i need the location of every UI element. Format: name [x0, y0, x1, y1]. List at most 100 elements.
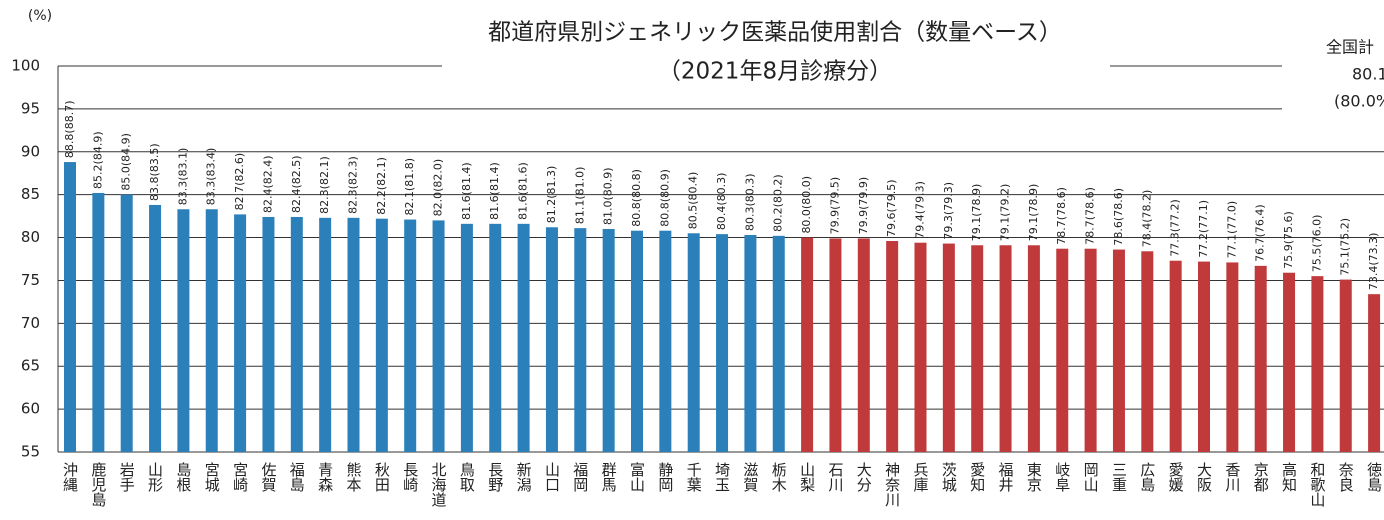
bar: [1169, 260, 1182, 452]
value-label: 78.7(78.6): [1055, 187, 1068, 245]
x-tick-label: 富山: [628, 461, 646, 492]
bar: [1283, 272, 1296, 452]
bar: [744, 234, 757, 452]
x-tick-label: 秋田: [373, 462, 391, 492]
value-label: 83.3(83.4): [205, 148, 218, 206]
y-tick-label: 65: [21, 357, 40, 375]
bar: [234, 214, 247, 452]
x-tick-label: 青森: [316, 462, 334, 492]
bar: [460, 223, 473, 452]
bar: [1141, 251, 1154, 452]
x-tick-label: 三重: [1110, 462, 1128, 492]
bar: [290, 216, 303, 452]
chart-subtitle: （2021年8月診療分）: [658, 59, 892, 85]
x-tick-label: 和歌山: [1308, 462, 1326, 507]
bar: [205, 209, 218, 452]
value-label: 77.1(77.0): [1225, 201, 1238, 259]
bar: [602, 228, 615, 452]
bar: [432, 220, 445, 452]
x-tick-label: 福島: [288, 462, 306, 492]
bar: [1084, 248, 1097, 452]
x-tick-label: 福岡: [571, 462, 589, 493]
bar: [1311, 276, 1324, 452]
x-tick-label: 神奈川: [883, 462, 901, 507]
value-label: 82.0(82.0): [432, 159, 445, 217]
value-label: 82.3(82.1): [318, 156, 331, 214]
y-unit: (%): [28, 8, 52, 24]
value-label: 79.6(79.5): [885, 179, 898, 237]
x-tick-label: 熊本: [345, 462, 363, 492]
y-tick-label: 80: [21, 228, 40, 246]
value-label: 79.9(79.5): [828, 177, 841, 235]
x-tick-label: 岐阜: [1053, 462, 1071, 492]
value-label: 81.6(81.4): [460, 162, 473, 220]
value-label: 81.2(81.3): [545, 166, 558, 224]
bar: [375, 218, 388, 452]
x-tick-label: 岩手: [118, 462, 136, 493]
bar: [801, 237, 814, 452]
value-label: 82.7(82.6): [233, 153, 246, 211]
value-label: 76.7(76.4): [1254, 204, 1267, 262]
bar: [914, 242, 927, 452]
value-label: 85.2(84.9): [91, 131, 104, 189]
value-label: 80.8(80.9): [658, 169, 671, 227]
bar: [347, 217, 360, 452]
total-prev: (80.0%: [1334, 92, 1384, 111]
value-label: 82.4(82.5): [290, 155, 303, 213]
y-tick-label: 90: [21, 142, 40, 160]
x-tick-label: 北海道: [430, 462, 448, 507]
bar: [545, 227, 558, 452]
bar: [92, 192, 105, 452]
x-tick-label: 兵庫: [912, 462, 930, 492]
x-tick-label: 大分: [855, 462, 873, 493]
x-tick-label: 島根: [174, 462, 192, 492]
title-backdrop: [442, 14, 1110, 94]
x-tick-label: 滋賀: [741, 462, 759, 492]
bar: [1226, 262, 1239, 452]
y-tick-label: 100: [11, 57, 40, 75]
value-label: 88.8(88.7): [63, 100, 76, 158]
bar: [687, 233, 700, 452]
bar: [120, 194, 133, 452]
value-label: 80.4(80.3): [715, 173, 728, 231]
bar: [1339, 279, 1352, 452]
value-label: 75.9(75.6): [1282, 211, 1295, 269]
bar: [942, 243, 955, 452]
bar: [574, 228, 587, 452]
y-tick-label: 85: [21, 185, 40, 203]
value-label: 78.7(78.6): [1084, 187, 1097, 245]
value-label: 79.4(79.3): [914, 181, 927, 239]
total-value: 80.1: [1352, 65, 1384, 84]
bar: [631, 230, 643, 452]
value-label: 75.5(76.0): [1310, 215, 1323, 273]
y-tick-label: 70: [21, 314, 40, 332]
bar: [1254, 265, 1267, 452]
bar: [1056, 248, 1069, 452]
bar: [659, 230, 672, 452]
value-label: 77.2(77.1): [1197, 200, 1210, 258]
bar: [999, 245, 1012, 452]
value-label: 82.4(82.4): [261, 155, 274, 213]
x-tick-label: 香川: [1223, 462, 1241, 492]
x-tick-label: 群馬: [600, 462, 618, 493]
bar: [772, 235, 785, 452]
x-tick-label: 千葉: [685, 462, 703, 492]
value-label: 81.0(80.9): [602, 167, 615, 225]
value-label: 79.1(79.2): [999, 184, 1012, 242]
y-tick-label: 55: [21, 443, 40, 461]
bar: [716, 234, 729, 452]
bar: [857, 238, 870, 452]
x-tick-label: 宮崎: [231, 462, 249, 492]
bar: [149, 204, 162, 452]
bar: [64, 162, 76, 452]
x-tick-label: 京都: [1252, 462, 1270, 492]
bar: [517, 223, 530, 452]
total-label: 全国計: [1326, 38, 1374, 57]
total-backdrop: [1282, 30, 1384, 120]
bar: [319, 217, 332, 452]
x-tick-label: 鳥取: [458, 461, 476, 492]
y-tick-label: 75: [21, 271, 40, 289]
x-tick-label: 福井: [997, 462, 1015, 493]
x-tick-label: 栃木: [770, 462, 788, 492]
x-tick-label: 茨城: [940, 462, 958, 493]
